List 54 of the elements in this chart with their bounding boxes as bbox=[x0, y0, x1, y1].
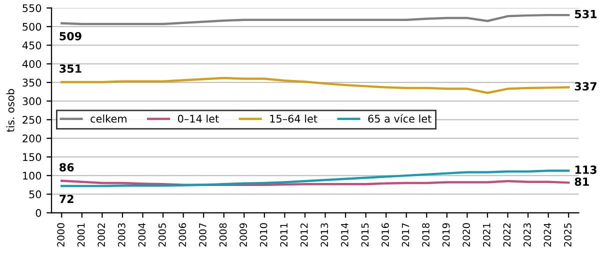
x-tick-label: 2024 bbox=[544, 223, 552, 247]
x-tick-label: 2018 bbox=[422, 223, 430, 247]
x-tick-label: 2006 bbox=[178, 223, 186, 247]
x-tick-label: 2008 bbox=[219, 223, 227, 247]
y-tick-label: 200 bbox=[22, 134, 42, 142]
y-tick-label: 0 bbox=[36, 209, 42, 217]
annotation: 86 bbox=[60, 163, 74, 172]
annotation: 81 bbox=[574, 177, 589, 186]
y-tick-label: 150 bbox=[23, 153, 42, 162]
legend-label: 65 a více let bbox=[368, 114, 432, 123]
x-tick-label: 2012 bbox=[300, 223, 308, 247]
annotation: 509 bbox=[60, 32, 82, 40]
annotation: 337 bbox=[574, 82, 596, 91]
x-tick-label: 2022 bbox=[503, 223, 511, 247]
x-tick-label: 2009 bbox=[240, 223, 247, 247]
legend-label: 0–14 let bbox=[178, 114, 219, 123]
x-tick-label: 2007 bbox=[199, 223, 206, 247]
legend-label: 15–64 let bbox=[270, 114, 318, 123]
x-tick-label: 2005 bbox=[158, 223, 166, 247]
x-tick-label: 2014 bbox=[341, 223, 348, 247]
y-tick-label: 300 bbox=[22, 97, 42, 106]
annotation: 72 bbox=[60, 194, 74, 203]
legend-label: celkem bbox=[90, 114, 126, 123]
annotation: 351 bbox=[60, 64, 82, 73]
y-tick-label: 400 bbox=[22, 60, 42, 68]
x-tick-label: 2023 bbox=[524, 223, 531, 247]
annotation: 113 bbox=[575, 166, 596, 174]
y-tick-label: 550 bbox=[22, 4, 42, 12]
y-axis-title: tis. osob bbox=[6, 89, 14, 132]
x-tick-label: 2002 bbox=[98, 223, 106, 247]
x-tick-label: 2015 bbox=[361, 223, 369, 247]
x-tick-label: 2016 bbox=[382, 223, 389, 247]
x-tick-label: 2004 bbox=[138, 223, 146, 247]
annotation: 531 bbox=[575, 10, 597, 18]
x-tick-label: 2001 bbox=[77, 223, 85, 247]
y-tick-label: 450 bbox=[22, 41, 42, 50]
x-tick-label: 2025 bbox=[564, 223, 572, 247]
x-tick-label: 2011 bbox=[280, 223, 288, 247]
y-tick-label: 500 bbox=[22, 22, 42, 31]
y-tick-label: 250 bbox=[22, 116, 42, 124]
x-tick-label: 2020 bbox=[462, 223, 470, 247]
y-tick-label: 100 bbox=[23, 172, 42, 180]
x-tick-label: 2021 bbox=[482, 223, 490, 247]
x-tick-label: 2017 bbox=[402, 223, 410, 247]
x-tick-label: 2003 bbox=[118, 223, 126, 247]
x-tick-label: 2000 bbox=[57, 223, 64, 247]
x-tick-label: 2019 bbox=[442, 223, 450, 247]
line-series bbox=[60, 76, 570, 94]
x-tick-label: 2010 bbox=[260, 223, 268, 247]
line-series bbox=[60, 170, 570, 188]
y-tick-label: 350 bbox=[22, 78, 42, 87]
line-series bbox=[60, 14, 570, 26]
y-tick-label: 50 bbox=[29, 190, 42, 198]
x-tick-label: 2013 bbox=[320, 223, 328, 247]
